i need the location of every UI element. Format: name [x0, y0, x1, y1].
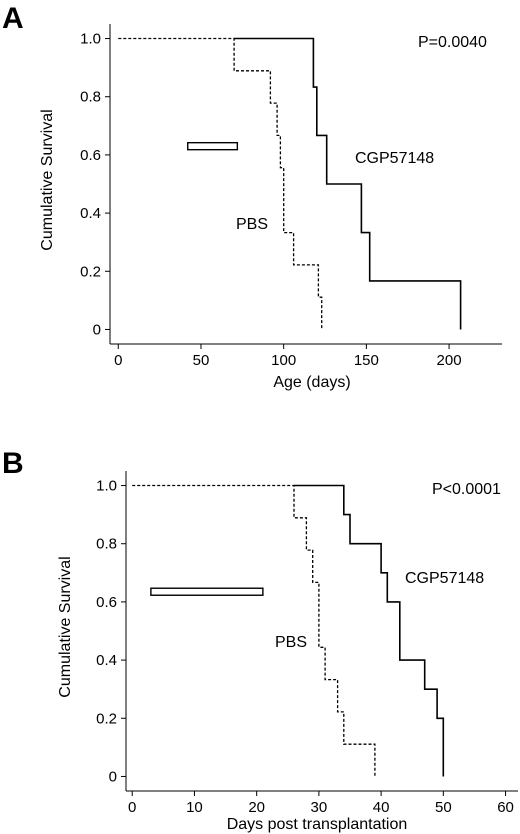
panel-a-chart: A 0 50 100 150 200 0 0.2 0.4 0.6 0.8 1.0 Age (day…: [2, 2, 502, 391]
panel-b-x-tick-label: 40: [373, 799, 390, 816]
panel-a-y-tick-label: 0.8: [80, 89, 101, 106]
panel-b-x-ticks: 0 10 20 30 40 50 60: [128, 791, 514, 816]
panel-b-pbs-label: PBS: [275, 634, 307, 651]
panel-a-series: [118, 37, 462, 330]
panel-a-y-tick-label: 1.0: [80, 31, 101, 48]
panel-b-x-tick-label: 60: [497, 799, 514, 816]
panel-a-y-label: Cumulative Survival: [39, 109, 56, 250]
panel-a-p-value: P=0.0040: [418, 34, 487, 51]
panel-b-x-tick-label: 10: [186, 799, 203, 816]
panel-a-pbs-curve: [118, 37, 323, 330]
panel-a-x-tick-label: 0: [114, 352, 122, 369]
panel-b-cgp-label: CGP57148: [405, 570, 484, 587]
panel-a-cgp-label: CGP57148: [355, 150, 434, 167]
panel-a-y-tick-label: 0.4: [80, 205, 101, 222]
panel-b-label: B: [2, 447, 24, 480]
panel-b-cgp57148-curve: [294, 484, 445, 777]
panel-b-y-ticks: 0 0.2 0.4 0.6 0.8 1.0: [96, 478, 126, 785]
panel-b-y-tick-label: 1.0: [96, 478, 117, 495]
panel-b-x-label: Days post transplantation: [227, 816, 408, 833]
panel-a-label: A: [2, 2, 24, 35]
panel-a-y-ticks: 0 0.2 0.4 0.6 0.8 1.0: [80, 31, 110, 338]
panel-b-y-tick-label: 0.4: [96, 652, 117, 669]
panel-b-x-tick-label: 50: [435, 799, 452, 816]
panel-a-treatment-bar: [187, 141, 239, 151]
panel-a-x-label: Age (days): [273, 374, 350, 391]
panel-b-x-tick-label: 0: [128, 799, 136, 816]
panel-b-x-tick-label: 30: [311, 799, 328, 816]
panel-a-x-ticks: 0 50 100 150 200: [114, 344, 462, 369]
panel-b-treatment-bar: [150, 587, 264, 596]
panel-a-x-tick-label: 50: [193, 352, 210, 369]
panel-b-x-tick-label: 20: [248, 799, 265, 816]
panel-a-x-tick-label: 100: [271, 352, 296, 369]
panel-b-p-value: P<0.0001: [432, 481, 501, 498]
panel-a-x-tick-label: 200: [437, 352, 462, 369]
panel-b-y-tick-label: 0.6: [96, 594, 117, 611]
panel-a-cgp57148-curve: [234, 37, 462, 330]
panel-a-x-tick-label: 150: [354, 352, 379, 369]
panel-a-y-tick-label: 0: [93, 321, 101, 338]
panel-b-chart: B 0 10 20 30 40 50 60 0 0.2 0.4 0.6 0.8 1.0 Days po…: [2, 447, 518, 833]
panel-a-pbs-label: PBS: [236, 216, 268, 233]
panel-b-pbs-curve: [132, 484, 376, 777]
panel-b-y-tick-label: 0.8: [96, 536, 117, 553]
panel-b-y-tick-label: 0: [109, 768, 117, 785]
panel-b-y-label: Cumulative Survival: [57, 556, 74, 697]
panel-b-series: [132, 484, 445, 777]
panel-b-y-tick-label: 0.2: [96, 710, 117, 727]
panel-a-y-tick-label: 0.2: [80, 263, 101, 280]
panel-a-y-tick-label: 0.6: [80, 147, 101, 164]
